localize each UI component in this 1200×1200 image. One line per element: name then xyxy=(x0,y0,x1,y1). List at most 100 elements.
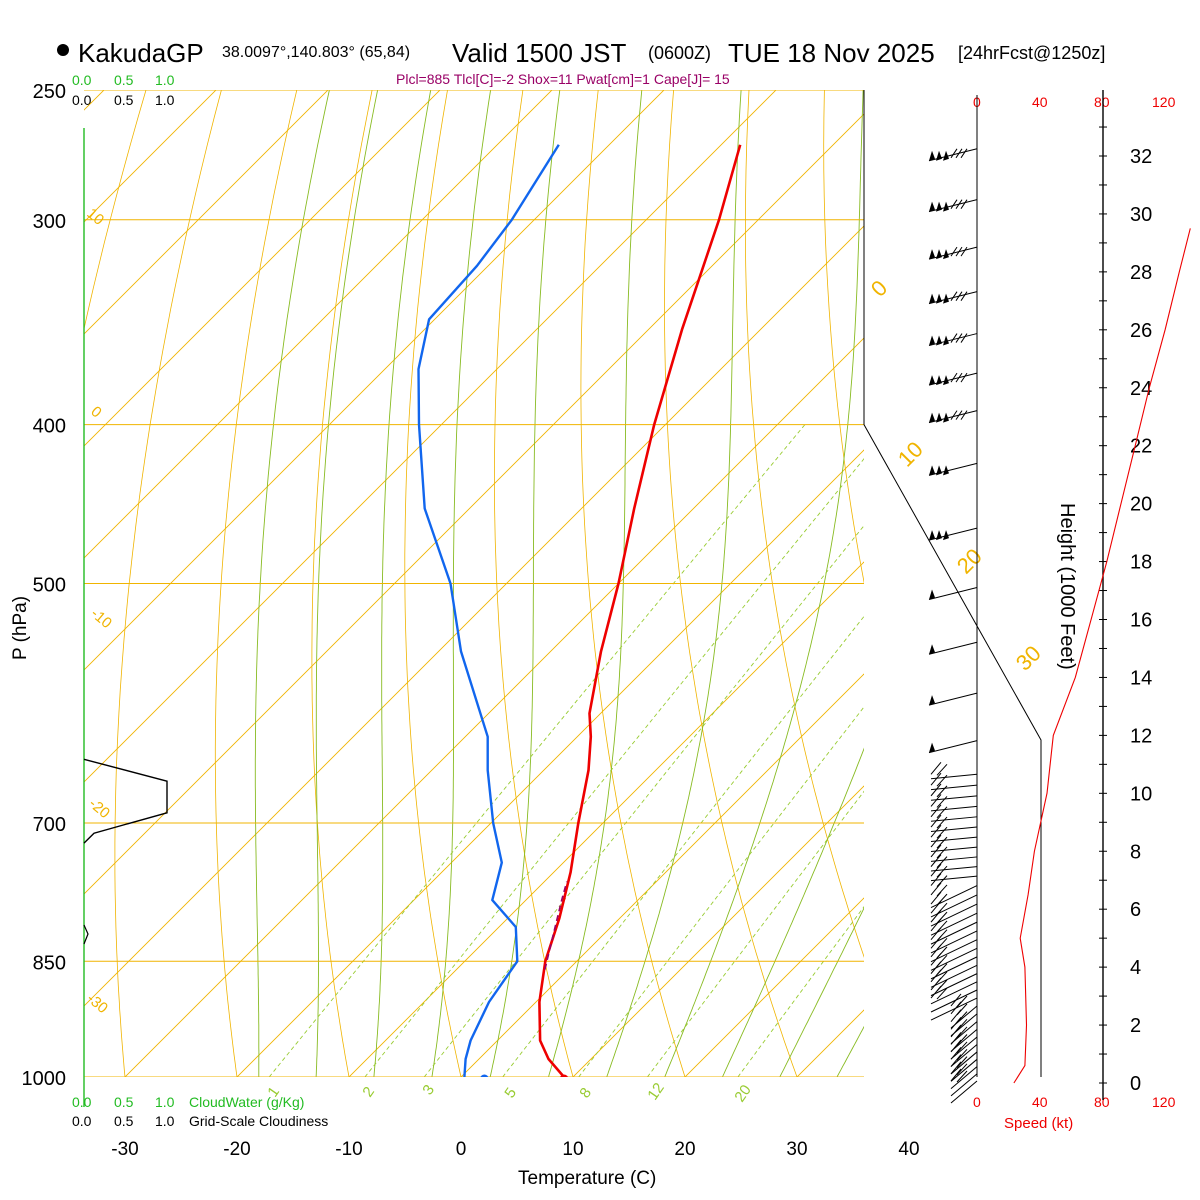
wind-barb-feather xyxy=(930,944,942,958)
wind-barb xyxy=(930,863,978,882)
wind-barb-staff xyxy=(930,795,978,801)
wind-barb-pennant xyxy=(929,695,935,706)
wind-barb-feather xyxy=(955,333,963,343)
wind-barb-feather xyxy=(936,785,948,798)
wind-barb-feather xyxy=(956,1034,968,1046)
wind-barb xyxy=(928,199,978,213)
cloud-cover-line-low xyxy=(83,924,89,945)
wind-barb-staff xyxy=(930,846,978,853)
height-tick-label: 2 xyxy=(1130,1015,1141,1037)
moist-adiabat-line xyxy=(431,90,492,1077)
height-tick-label: 32 xyxy=(1130,146,1152,168)
wind-barb-feather xyxy=(930,783,942,797)
wind-barb-staff xyxy=(930,964,978,988)
dry-adiabat-label: 0 xyxy=(87,403,104,421)
speed-tick: 40 xyxy=(1032,1094,1048,1110)
isotherm-label: 10 xyxy=(893,437,928,472)
sounding-profiles xyxy=(417,144,742,1077)
dry-adiabat-line xyxy=(214,90,298,1077)
wind-barb-feather xyxy=(936,856,948,868)
wind-barb-feather xyxy=(960,333,968,343)
wind-barb xyxy=(928,587,978,600)
temperature-tick-label: -10 xyxy=(335,1139,362,1160)
pressure-tick-label: 500 xyxy=(33,575,66,597)
cloud-water-scale-top: 0.0 0.5 1.0 0.0 0.5 1.0 xyxy=(72,72,175,108)
isotherm-line xyxy=(84,90,553,559)
cloud-cover-label: Grid-Scale Cloudiness xyxy=(189,1113,328,1129)
wind-barb-feather xyxy=(936,875,948,887)
wind-barb-pennant xyxy=(929,589,935,600)
isotherm-line xyxy=(236,449,864,1077)
wind-barb xyxy=(930,772,978,791)
wind-barb-pennant xyxy=(929,201,935,212)
x-axis-title: Temperature (C) xyxy=(518,1168,656,1189)
cloud-water-tick: 0.5 xyxy=(114,1094,134,1110)
isotherm-line xyxy=(0,61,21,1112)
wind-barb-staff xyxy=(930,939,978,963)
surface-dewpoint-marker xyxy=(480,1074,489,1077)
wind-barb-staff xyxy=(950,1066,978,1089)
wind-barb-feather xyxy=(950,1009,962,1022)
isotherm-line xyxy=(460,673,864,1077)
moist-adiabat-line xyxy=(315,90,379,1077)
y-axis-title: P (hPa) xyxy=(10,596,31,660)
temperature-tick-label: 40 xyxy=(898,1139,919,1160)
wind-barb xyxy=(930,814,978,832)
wind-barb-staff xyxy=(930,784,978,791)
wind-barb xyxy=(928,527,978,541)
wind-barb xyxy=(930,844,978,862)
wind-barb-feather xyxy=(956,1056,968,1068)
pressure-tick-label: 700 xyxy=(33,814,66,836)
station-coords: 38.0097°,140.803° (65,84) xyxy=(222,44,410,61)
wind-barb-staff xyxy=(950,1058,978,1082)
wind-barb-feather xyxy=(930,927,942,941)
cloud-cover-tick: 0.5 xyxy=(114,92,134,108)
wind-barb xyxy=(930,834,978,853)
wind-barb-pennant xyxy=(943,150,949,161)
dry-adiabat-line xyxy=(0,61,6,1112)
wind-barb-feather xyxy=(950,148,958,159)
wind-barb-staff xyxy=(930,956,978,980)
wind-barb-feather xyxy=(956,1041,968,1054)
valid-utc: (0600Z) xyxy=(648,43,711,63)
temperature-tick-label: 0 xyxy=(456,1139,467,1160)
moist-adiabat-line xyxy=(721,747,864,1077)
height-tick-label: 14 xyxy=(1130,667,1152,689)
speed-scale-top: 0 40 80 120 xyxy=(973,94,1176,110)
moist-adiabat-line xyxy=(489,90,561,1077)
wind-barb-feather xyxy=(950,1054,962,1067)
wind-barb-staff xyxy=(928,587,978,600)
mixing-ratio-label: 5 xyxy=(501,1085,520,1102)
wind-barb-feather xyxy=(930,961,942,974)
valid-date: TUE 18 Nov 2025 xyxy=(728,38,935,68)
wind-barb xyxy=(950,1032,978,1067)
mixing-ratio-line xyxy=(578,706,864,1077)
wind-barb xyxy=(930,783,978,801)
wind-barb-feather xyxy=(955,246,963,257)
pressure-tick-label: 1000 xyxy=(22,1068,67,1090)
dry-adiabat-line xyxy=(114,90,222,1077)
wind-barb-feather xyxy=(936,763,948,776)
wind-barb-feather xyxy=(930,772,942,786)
wind-barb-feather xyxy=(956,1048,968,1061)
wind-barb-pennant xyxy=(929,150,935,161)
speed-tick: 40 xyxy=(1032,94,1048,110)
height-tick-label: 6 xyxy=(1130,899,1141,921)
wind-barb-feather xyxy=(950,1032,962,1045)
wind-barb-staff xyxy=(930,981,978,1005)
wind-barb-staff xyxy=(930,836,978,843)
wind-barb-feather xyxy=(960,291,968,301)
wind-barb-feather xyxy=(930,834,942,848)
wind-barb xyxy=(928,641,978,655)
wind-barb xyxy=(930,985,978,1021)
isotherm-line xyxy=(84,90,105,111)
wind-barb-feather xyxy=(956,1026,968,1039)
wind-barb-feather xyxy=(930,804,942,818)
background-grid xyxy=(0,61,864,1112)
cloud-water-tick: 0.0 xyxy=(72,72,92,88)
height-tick-label: 0 xyxy=(1130,1073,1141,1095)
wind-barb-pennant xyxy=(929,465,935,476)
mixing-ratio-label: 2 xyxy=(359,1084,378,1101)
